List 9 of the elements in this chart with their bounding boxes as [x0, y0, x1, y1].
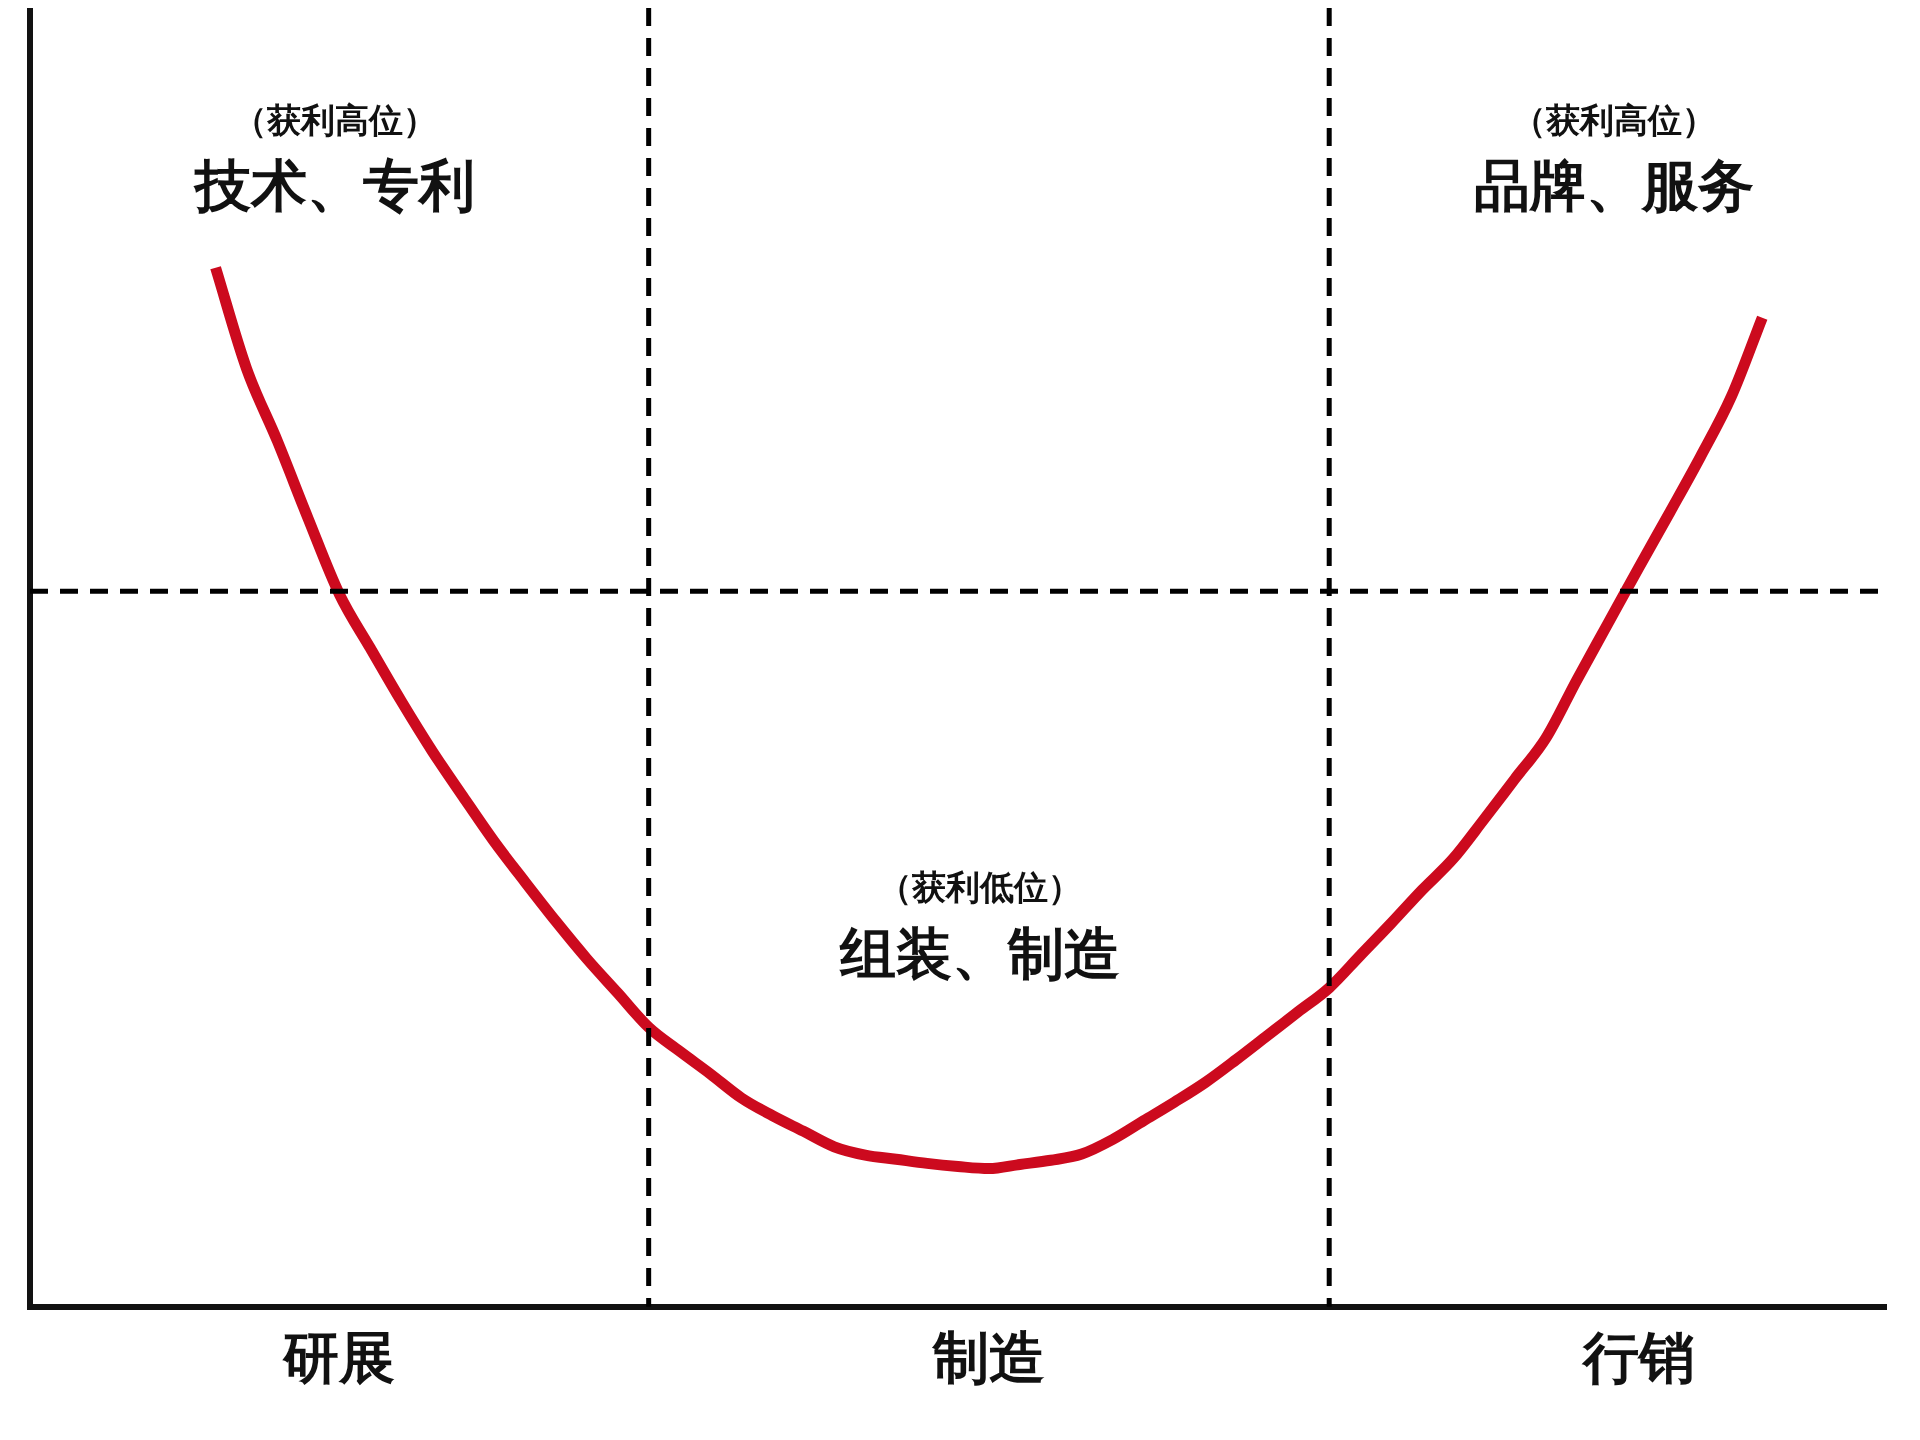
- text: （获利高位）: [232, 100, 437, 141]
- text: （获利高位）: [1511, 100, 1716, 141]
- annotation: 组装、制造: [838, 920, 1120, 987]
- x-tick-label: 制造: [930, 1323, 1045, 1390]
- annotation: （获利低位）: [877, 866, 1082, 907]
- x-tick-label: 研展: [282, 1323, 396, 1390]
- x-tick-label: 行销: [1580, 1323, 1695, 1390]
- text: 技术、专利: [192, 152, 475, 219]
- text: 品牌、服务: [1473, 152, 1754, 219]
